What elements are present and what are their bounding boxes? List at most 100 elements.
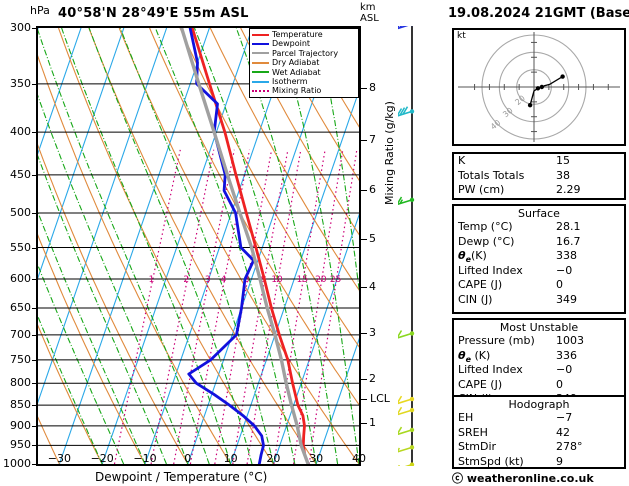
index-value: 15 <box>556 154 570 167</box>
mu-value: −0 <box>556 363 573 377</box>
legend-item-wet-adiabat: Wet Adiabat <box>252 68 356 77</box>
mixing-ratio-axis-title: Mixing Ratio (g/kg) <box>383 101 396 205</box>
altitude-tick <box>361 378 367 380</box>
index-row: Totals Totals 38 <box>454 169 624 184</box>
index-row: K 15 <box>454 154 624 169</box>
hodograph-ring-label: 40 <box>489 118 503 131</box>
altitude-tick <box>361 286 367 288</box>
page-title: 40°58'N 28°49'E 55m ASL <box>58 6 249 21</box>
legend-item-temperature: Temperature <box>252 30 356 39</box>
legend-item-isotherm: Isotherm <box>252 77 356 86</box>
pressure-tick <box>32 464 38 465</box>
surface-row: Lifted Index −0 <box>454 264 624 279</box>
index-value: 2.29 <box>556 183 581 197</box>
altitude-tick-label: 4 <box>369 279 376 293</box>
hodostat-label: EH <box>458 411 474 424</box>
profile-curves <box>179 28 310 464</box>
pressure-tick-label: 900 <box>10 418 31 432</box>
pressure-tick-label: 1000 <box>3 457 31 470</box>
dewpoint-swatch-icon <box>252 43 269 46</box>
surface-value: 338 <box>556 249 577 263</box>
lcl-tick <box>361 399 367 401</box>
hodostat-label: StmSpd (kt) <box>458 454 524 468</box>
surface-row: Dewp (°C) 16.7 <box>454 235 624 250</box>
km-unit-line1: km <box>360 2 376 13</box>
temperature-tick-label: −20 <box>90 452 114 465</box>
altitude-tick-label: 1 <box>369 416 376 430</box>
pressure-unit-label: hPa <box>30 4 50 17</box>
surface-label: Dewp (°C) <box>458 234 515 248</box>
svg-text:6: 6 <box>244 275 250 285</box>
mu-row: Lifted Index −0 <box>454 363 624 378</box>
mu-value: 0 <box>556 377 563 391</box>
altitude-tick-label: 2 <box>369 371 376 385</box>
profile-dewpoint <box>187 28 265 464</box>
hodostat-title: Hodograph <box>508 398 570 411</box>
wind-barb <box>396 330 415 339</box>
surface-label: CAPE (J) <box>458 278 503 292</box>
surface-value: 28.1 <box>556 220 581 233</box>
wind-barb <box>396 406 415 416</box>
wind-barb <box>396 445 415 453</box>
pressure-tick <box>32 174 38 176</box>
temperature-tick-label: 40 <box>352 452 366 465</box>
surface-value: 0 <box>556 278 563 292</box>
legend-label: Wet Adiabat <box>272 67 321 77</box>
copyright-notice: ⓒ weatheronline.co.uk <box>452 472 594 485</box>
x-axis-title: Dewpoint / Temperature (°C) <box>95 470 268 484</box>
temperature-tick-label: −10 <box>133 452 157 465</box>
pressure-tick <box>32 334 38 336</box>
mu-row: Pressure (mb) 1003 <box>454 334 624 349</box>
hodograph-unit-label: kt <box>457 31 466 41</box>
hodostat-value: 42 <box>556 425 570 439</box>
svg-text:2: 2 <box>183 275 189 285</box>
hodostat-value: −7 <box>556 411 573 424</box>
legend-label: Dewpoint <box>272 39 311 49</box>
surface-value: 16.7 <box>556 234 581 248</box>
hodostat-label: SREH <box>458 425 488 439</box>
mu-row: θe (K) 336 <box>454 349 624 364</box>
pressure-tick <box>32 383 38 385</box>
hodostat-row: StmSpd (kt) 9 <box>454 455 624 470</box>
surface-row: CAPE (J) 0 <box>454 278 624 293</box>
legend-item-parcel-trajectory: Parcel Trajectory <box>252 49 356 58</box>
pressure-tick <box>32 212 38 214</box>
hodostat-value: 278° <box>556 440 583 454</box>
wet-adiabat-swatch-icon <box>252 71 269 74</box>
hodostat-row: StmDir 278° <box>454 440 624 455</box>
svg-text:25: 25 <box>330 275 341 285</box>
wind-barb <box>396 395 415 405</box>
legend-label: Mixing Ratio <box>272 86 322 96</box>
mu-label: θe (K) <box>458 348 491 364</box>
skewt-svg: 1 2 3 4 6 8 10 15 20 25 <box>38 28 359 464</box>
surface-title: Surface <box>518 207 560 220</box>
pressure-tick <box>32 405 38 407</box>
hodograph-point <box>527 103 533 108</box>
pressure-tick-label: 500 <box>10 205 31 219</box>
dry-adiabat-swatch-icon <box>252 61 269 64</box>
pressure-tick-label: 300 <box>10 21 31 34</box>
index-label: PW (cm) <box>458 183 505 197</box>
wind-barb-column <box>396 18 442 471</box>
altitude-tick <box>361 333 367 335</box>
pressure-tick <box>32 247 38 249</box>
pressure-tick <box>32 445 38 447</box>
svg-text:15: 15 <box>297 275 308 285</box>
legend-item-dry-adiabat: Dry Adiabat <box>252 58 356 67</box>
pressure-tick <box>32 279 38 280</box>
surface-label: θe(K) <box>458 249 487 265</box>
pressure-tick <box>32 359 38 361</box>
index-label: Totals Totals <box>458 168 525 182</box>
svg-text:1: 1 <box>149 275 155 285</box>
pressure-tick <box>32 132 38 134</box>
altitude-tick <box>361 139 367 141</box>
mu-title: Most Unstable <box>499 321 579 334</box>
pressure-tick-label: 350 <box>10 76 31 90</box>
hodograph-point <box>535 86 541 91</box>
hodograph-point <box>560 74 565 79</box>
pressure-tick-label: 750 <box>10 352 31 366</box>
surface-row: θe(K) 338 <box>454 249 624 264</box>
altitude-tick-label: 8 <box>369 80 376 94</box>
hodostat-label: StmDir <box>458 440 497 454</box>
